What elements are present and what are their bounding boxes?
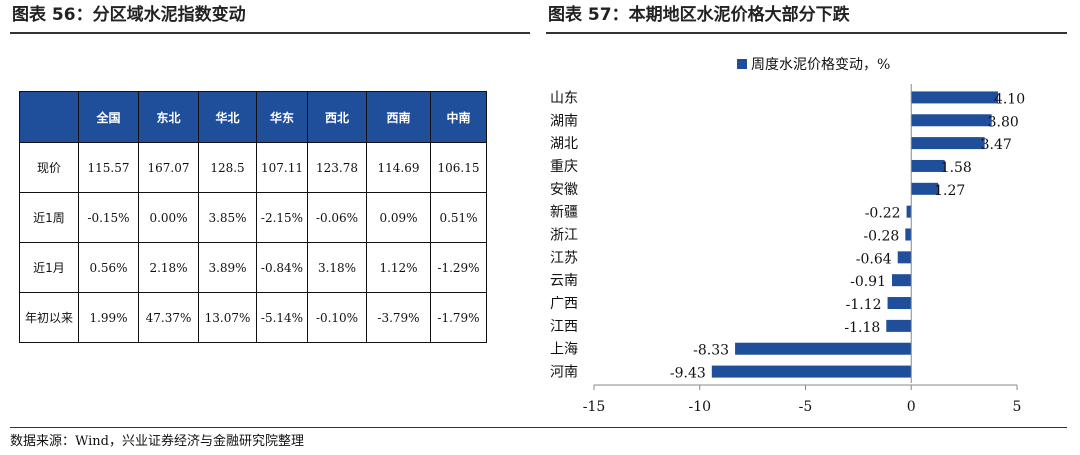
bar bbox=[911, 182, 939, 195]
category-label: 云南 bbox=[550, 273, 578, 289]
data-label: 1.27 bbox=[934, 183, 965, 199]
table-cell: 1.12% bbox=[366, 242, 431, 293]
bar bbox=[735, 342, 912, 355]
table-header-cell: 中南 bbox=[430, 91, 487, 143]
data-label: 4.10 bbox=[994, 91, 1025, 107]
table-header-cell: 华北 bbox=[198, 91, 257, 143]
category-label: 重庆 bbox=[550, 159, 578, 175]
table-cell: 0.56% bbox=[78, 242, 139, 293]
table-row: 现价 115.57 167.07 128.5 107.11 123.78 114.69 106… bbox=[19, 142, 487, 193]
data-label: 1.58 bbox=[941, 160, 972, 176]
table-cell: 0.51% bbox=[430, 192, 487, 243]
table-cell: 115.57 bbox=[78, 142, 139, 193]
data-source-note: 数据来源：Wind，兴业证券经济与金融研究院整理 bbox=[10, 434, 304, 449]
table-cell: 107.11 bbox=[256, 142, 308, 193]
bar bbox=[892, 274, 912, 287]
table-cell: -0.84% bbox=[256, 242, 308, 293]
table-row: 年初以来 1.99% 47.37% 13.07% -5.14% -0.10% -3.79% -… bbox=[19, 292, 487, 343]
bar bbox=[887, 297, 912, 310]
footer-rule bbox=[10, 427, 1067, 428]
table-header-cell: 东北 bbox=[138, 91, 199, 143]
table-cell: -0.10% bbox=[307, 292, 367, 343]
data-label: -8.33 bbox=[693, 343, 729, 359]
x-tick-label: 5 bbox=[1013, 399, 1022, 415]
table-header-cell: 全国 bbox=[78, 91, 139, 143]
bar bbox=[911, 91, 998, 104]
x-tick-label: -10 bbox=[688, 399, 711, 415]
cement-index-table: 全国 东北 华北 华东 西北 西南 中南 现价 115.57 167.07 128.5 107.11… bbox=[19, 91, 487, 343]
data-label: -1.12 bbox=[846, 297, 882, 313]
table-cell: 13.07% bbox=[198, 292, 257, 343]
x-tick-label: -15 bbox=[583, 399, 606, 415]
legend-label: 周度水泥价格变动，% bbox=[751, 57, 890, 73]
table-cell: 167.07 bbox=[138, 142, 199, 193]
table-cell: 1.99% bbox=[78, 292, 139, 343]
legend-swatch bbox=[737, 59, 747, 69]
bar bbox=[886, 319, 912, 332]
table-cell: -1.79% bbox=[430, 292, 487, 343]
table-cell: 106.15 bbox=[430, 142, 487, 193]
category-label: 广西 bbox=[550, 296, 578, 312]
bar bbox=[911, 137, 985, 150]
data-label: 3.80 bbox=[988, 114, 1019, 130]
table-cell: 3.89% bbox=[198, 242, 257, 293]
table-header-row: 全国 东北 华北 华东 西北 西南 中南 bbox=[19, 91, 487, 143]
data-label: -0.64 bbox=[856, 251, 892, 267]
bar bbox=[911, 159, 945, 172]
table-cell: -5.14% bbox=[256, 292, 308, 343]
table-cell: 114.69 bbox=[366, 142, 431, 193]
table-cell: -3.79% bbox=[366, 292, 431, 343]
category-label: 上海 bbox=[550, 342, 578, 358]
table-header-cell: 西北 bbox=[307, 91, 367, 143]
data-label: -1.18 bbox=[844, 320, 880, 336]
row-label: 现价 bbox=[19, 142, 79, 193]
bar bbox=[711, 365, 912, 378]
x-tick-label: 0 bbox=[907, 399, 916, 415]
category-label: 安徽 bbox=[550, 182, 578, 198]
table-cell: 0.09% bbox=[366, 192, 431, 243]
data-label: 3.47 bbox=[981, 137, 1012, 153]
category-label: 新疆 bbox=[550, 205, 578, 221]
bar bbox=[897, 251, 912, 264]
category-label: 湖南 bbox=[550, 113, 578, 129]
right-figure-title: 图表 57：本期地区水泥价格大部分下跌 bbox=[548, 5, 850, 25]
category-label: 山东 bbox=[550, 90, 578, 106]
left-figure-title: 图表 56：分区域水泥指数变动 bbox=[12, 5, 246, 25]
table-cell: 2.18% bbox=[138, 242, 199, 293]
category-label: 河南 bbox=[550, 365, 578, 381]
right-title-rule bbox=[546, 32, 1067, 34]
table-cell: 0.00% bbox=[138, 192, 199, 243]
bar bbox=[906, 205, 912, 218]
left-title-rule bbox=[10, 32, 530, 34]
table-corner-cell bbox=[19, 91, 79, 143]
category-label: 江苏 bbox=[550, 250, 578, 266]
category-label: 浙江 bbox=[550, 228, 578, 244]
table-cell: 3.18% bbox=[307, 242, 367, 293]
table-row: 近1月 0.56% 2.18% 3.89% -0.84% 3.18% 1.12% -1.29% bbox=[19, 242, 487, 293]
bar bbox=[905, 228, 912, 241]
category-label: 江西 bbox=[550, 319, 578, 335]
data-label: -9.43 bbox=[670, 366, 706, 382]
table-cell: 128.5 bbox=[198, 142, 257, 193]
row-label: 年初以来 bbox=[19, 292, 79, 343]
data-label: -0.91 bbox=[850, 274, 886, 290]
table-cell: 47.37% bbox=[138, 292, 199, 343]
table-header-cell: 华东 bbox=[256, 91, 308, 143]
data-label: -0.28 bbox=[863, 229, 899, 245]
table-cell: 123.78 bbox=[307, 142, 367, 193]
category-label: 湖北 bbox=[550, 136, 578, 152]
data-label: -0.22 bbox=[865, 206, 901, 222]
x-tick-label: -5 bbox=[799, 399, 813, 415]
bar bbox=[911, 114, 992, 127]
